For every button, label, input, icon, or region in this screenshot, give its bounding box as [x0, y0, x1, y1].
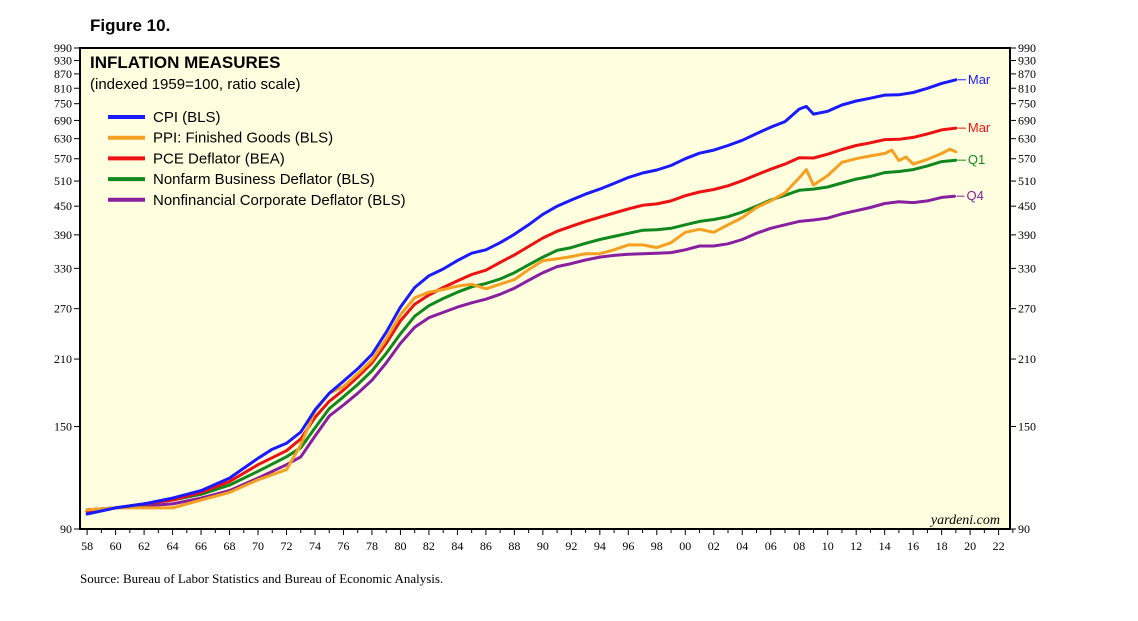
series-line-nonfinancial-corporate-deflator-bls — [85, 194, 956, 512]
legend-label: PPI: Finished Goods (BLS) — [153, 130, 333, 147]
x-tick-label: 02 — [708, 539, 720, 553]
x-tick-label: 78 — [366, 539, 378, 553]
y-tick-label-right: 810 — [1018, 81, 1036, 95]
x-tick-label: 10 — [822, 539, 834, 553]
y-tick-label-right: 930 — [1018, 54, 1036, 68]
x-tick-label: 62 — [138, 539, 150, 553]
y-tick-label-left: 90 — [60, 522, 72, 536]
series-line-pce-deflator-bea — [85, 126, 958, 514]
series-line-nonfarm-business-deflator-bls — [85, 158, 958, 512]
y-tick-label-right: 270 — [1018, 302, 1036, 316]
end-label: Mar — [968, 72, 991, 87]
source-note: Source: Bureau of Labor Statistics and B… — [80, 571, 444, 586]
x-tick-label: 04 — [736, 539, 748, 553]
y-tick-label-left: 150 — [54, 420, 72, 434]
x-tick-label: 18 — [936, 539, 948, 553]
x-tick-label: 08 — [793, 539, 805, 553]
y-tick-label-right: 390 — [1018, 228, 1036, 242]
chart-subtitle: (indexed 1959=100, ratio scale) — [90, 76, 301, 93]
y-tick-label-left: 690 — [54, 113, 72, 127]
x-tick-label: 92 — [565, 539, 577, 553]
end-label: Mar — [968, 120, 991, 135]
end-label: Q1 — [968, 152, 985, 167]
series-line-cpi-bls — [85, 78, 958, 516]
plot-area — [79, 47, 1011, 530]
x-tick-label: 80 — [394, 539, 406, 553]
y-tick-label-left: 750 — [54, 97, 72, 111]
x-tick-label: 06 — [765, 539, 777, 553]
y-tick-label-right: 210 — [1018, 352, 1036, 366]
y-tick-label-right: 150 — [1018, 420, 1036, 434]
series-lines — [85, 78, 958, 516]
x-tick-label: 90 — [537, 539, 549, 553]
x-tick-label: 86 — [480, 539, 492, 553]
end-label: Q4 — [966, 188, 983, 203]
legend-label: Nonfarm Business Deflator (BLS) — [153, 171, 375, 188]
x-tick-label: 20 — [964, 539, 976, 553]
x-tick-label: 70 — [252, 539, 264, 553]
x-tick-label: 00 — [679, 539, 691, 553]
y-tick-label-right: 870 — [1018, 67, 1036, 81]
y-tick-label-left: 210 — [54, 352, 72, 366]
y-tick-label-left: 630 — [54, 132, 72, 146]
x-tick-label: 82 — [423, 539, 435, 553]
x-tick-label: 22 — [993, 539, 1005, 553]
y-tick-label-left: 450 — [54, 199, 72, 213]
y-tick-label-left: 330 — [54, 261, 72, 275]
watermark: yardeni.com — [929, 513, 1000, 528]
y-tick-label-left: 990 — [54, 41, 72, 55]
inflation-chart: 90 90 150 150 210 210 270 270 330 330 390 390 450 450… — [54, 41, 1036, 553]
y-tick-label-right: 510 — [1018, 174, 1036, 188]
x-tick-label: 60 — [110, 539, 122, 553]
x-tick-label: 58 — [81, 539, 93, 553]
chart-title: INFLATION MEASURES — [90, 53, 280, 72]
x-tick-label: 94 — [594, 539, 606, 553]
y-tick-label-right: 330 — [1018, 261, 1036, 275]
x-tick-label: 14 — [879, 539, 891, 553]
x-tick-label: 76 — [337, 539, 349, 553]
x-tick-label: 16 — [907, 539, 919, 553]
x-tick-label: 98 — [651, 539, 663, 553]
x-tick-label: 12 — [850, 539, 862, 553]
x-tick-label: 96 — [622, 539, 634, 553]
x-tick-label: 64 — [167, 539, 179, 553]
y-tick-label-right: 630 — [1018, 132, 1036, 146]
legend-label: Nonfinancial Corporate Deflator (BLS) — [153, 192, 406, 209]
legend-label: PCE Deflator (BEA) — [153, 150, 285, 167]
y-tick-label-right: 570 — [1018, 152, 1036, 166]
y-tick-label-right: 990 — [1018, 41, 1036, 55]
y-tick-label-right: 90 — [1018, 522, 1030, 536]
figure-label: Figure 10. — [90, 16, 171, 35]
y-tick-label-right: 690 — [1018, 113, 1036, 127]
x-axis: 58 60 62 64 66 68 70 72 74 76 78 80 82 84 86 88 90 92 94 96… — [81, 529, 1014, 553]
y-tick-label-left: 930 — [54, 54, 72, 68]
x-tick-label: 72 — [281, 539, 293, 553]
x-tick-label: 74 — [309, 539, 321, 553]
legend: CPI (BLS) PPI: Finished Goods (BLS) PCE De… — [108, 109, 406, 209]
legend-label: CPI (BLS) — [153, 109, 221, 126]
y-tick-label-left: 810 — [54, 81, 72, 95]
y-tick-label-right: 750 — [1018, 97, 1036, 111]
y-tick-label-left: 390 — [54, 228, 72, 242]
y-tick-label-left: 270 — [54, 302, 72, 316]
x-tick-label: 66 — [195, 539, 207, 553]
x-tick-label: 88 — [508, 539, 520, 553]
y-tick-label-left: 870 — [54, 67, 72, 81]
x-tick-label: 68 — [224, 539, 236, 553]
y-axes: 90 90 150 150 210 210 270 270 330 330 390 390 450 450… — [54, 41, 1036, 536]
y-tick-label-right: 450 — [1018, 199, 1036, 213]
y-tick-label-left: 570 — [54, 152, 72, 166]
x-tick-label: 84 — [451, 539, 463, 553]
y-tick-label-left: 510 — [54, 174, 72, 188]
end-labels: Mar Mar Q1 Q4 — [956, 72, 991, 203]
